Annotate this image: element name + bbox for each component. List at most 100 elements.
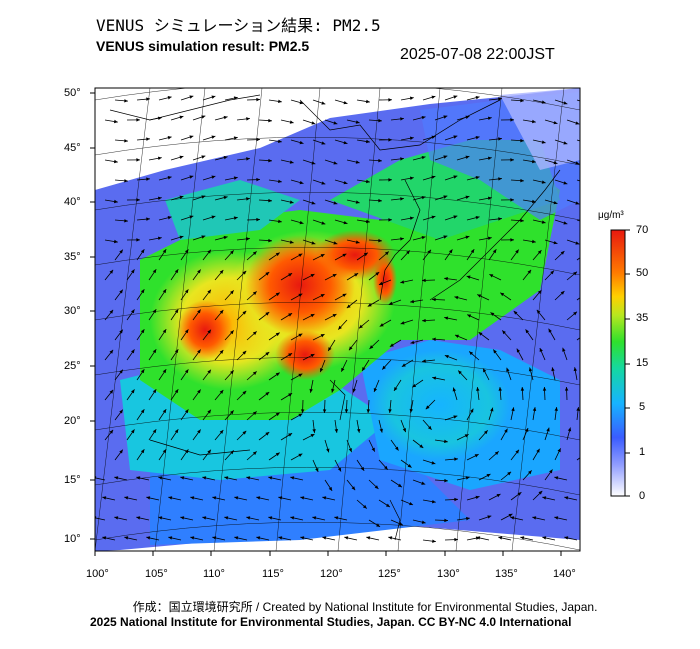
wind-arrow-head (515, 249, 519, 254)
wind-arrow-head (470, 249, 475, 254)
wind-arrow-head (366, 409, 371, 413)
wind-arrow-head (212, 496, 217, 500)
wind-arrow-head (311, 161, 316, 165)
wind-arrow-head (136, 516, 141, 520)
wind-arrow-head (278, 99, 282, 104)
wind-arrow-head (520, 387, 525, 391)
wind-arrow-head (520, 98, 524, 103)
wind-arrow-head (256, 496, 261, 500)
wind-arrow-head (189, 135, 194, 139)
wind-arrow-head (242, 310, 247, 315)
wind-arrow-head (409, 96, 414, 100)
lon-label: 125° (378, 568, 401, 580)
wind-arrow-head (470, 408, 474, 413)
wind-arrow-head (180, 516, 185, 520)
wind-arrow-head (140, 369, 145, 374)
wind-arrow-head (289, 200, 294, 204)
wind-arrow-head (525, 329, 530, 334)
wind-arrow-head (275, 252, 280, 257)
wind-arrow-head (131, 389, 135, 394)
wind-arrow-head (388, 536, 393, 540)
wind-arrow-head (322, 409, 327, 413)
wind-arrow-head (343, 220, 348, 225)
lon-label: 115° (262, 568, 284, 580)
wind-arrow-head (341, 367, 345, 372)
wind-arrow-head (384, 251, 389, 256)
wind-arrow-head (275, 332, 280, 337)
wind-arrow-head (432, 337, 436, 342)
wind-arrow-head (553, 240, 558, 245)
wind-arrow-head (573, 367, 578, 372)
wind-arrow-head (483, 368, 487, 373)
wind-arrow-head (298, 293, 303, 297)
wind-arrow-head (490, 312, 495, 316)
wind-arrow-head (400, 280, 405, 284)
wind-arrow-head (310, 314, 315, 318)
wind-arrow-head (458, 370, 462, 375)
wind-arrow-head (492, 249, 497, 254)
wind-arrow-head (207, 409, 211, 414)
lon-label: 130° (437, 568, 460, 580)
wind-arrow-head (268, 516, 273, 520)
wind-arrow-head (448, 249, 453, 254)
wind-arrow-head (158, 516, 163, 520)
wind-arrow-head (315, 467, 319, 472)
wind-arrow-head (242, 350, 247, 355)
wind-arrow-head (212, 536, 217, 540)
wind-arrow-head (452, 387, 457, 392)
wind-arrow-head (265, 432, 270, 436)
wind-arrow-head (109, 429, 114, 434)
wind-arrow-head (520, 218, 524, 223)
wind-arrow-head (184, 289, 189, 294)
wind-arrow-head (563, 181, 568, 185)
wind-arrow-head (378, 158, 382, 163)
wind-arrow-head (230, 250, 234, 255)
wind-arrow-head (275, 412, 280, 417)
wind-arrow-head (431, 135, 436, 139)
wind-arrow-head (211, 215, 216, 219)
wind-arrow-head (475, 135, 480, 140)
wind-arrow-head (454, 457, 458, 461)
wind-arrow-head (343, 100, 348, 105)
wind-arrow-head (152, 389, 157, 394)
wind-arrow-head (465, 115, 470, 119)
wind-arrow-head (197, 389, 201, 394)
wind-arrow-head (310, 354, 315, 358)
wind-arrow-head (119, 289, 123, 294)
lat-label: 35° (64, 251, 81, 263)
wind-arrow-head (320, 294, 325, 298)
wind-arrow-head (321, 141, 326, 145)
wind-arrow-head (510, 238, 514, 242)
wind-arrow-head (246, 197, 250, 201)
wind-arrow-head (152, 429, 157, 434)
wind-arrow-head (320, 254, 325, 258)
wind-arrow-head (190, 536, 195, 540)
wind-arrow-head (354, 273, 359, 277)
wind-arrow-head (374, 485, 379, 489)
wind-arrow-head (410, 340, 415, 345)
wind-arrow-head (167, 176, 172, 180)
wind-arrow-head (502, 330, 506, 335)
wind-arrow-head (498, 536, 503, 540)
wind-arrow-head (184, 369, 189, 374)
wind-arrow-head (498, 387, 502, 391)
wind-arrow-head (431, 499, 436, 504)
wind-arrow-head (454, 295, 459, 300)
wind-arrow-head (487, 116, 492, 120)
wind-arrow-head (174, 349, 179, 354)
wind-arrow-head (584, 292, 588, 296)
wind-arrow-head (366, 536, 371, 540)
wind-arrow-head (553, 160, 558, 165)
forecast-timestamp: 2025-07-08 22:00JST (400, 46, 555, 63)
wind-arrow-head (575, 161, 580, 165)
wind-arrow-head (136, 476, 141, 480)
wind-arrow-head (333, 201, 338, 205)
wind-vectors (95, 95, 588, 543)
wind-arrow (576, 219, 580, 222)
wind-arrow-head (400, 321, 405, 325)
wind-arrow-head (531, 159, 536, 164)
wind-arrow-head (444, 316, 449, 320)
wind-arrow-head (275, 292, 280, 297)
wind-arrow-head (256, 137, 260, 142)
wind-arrow-head (576, 407, 580, 411)
